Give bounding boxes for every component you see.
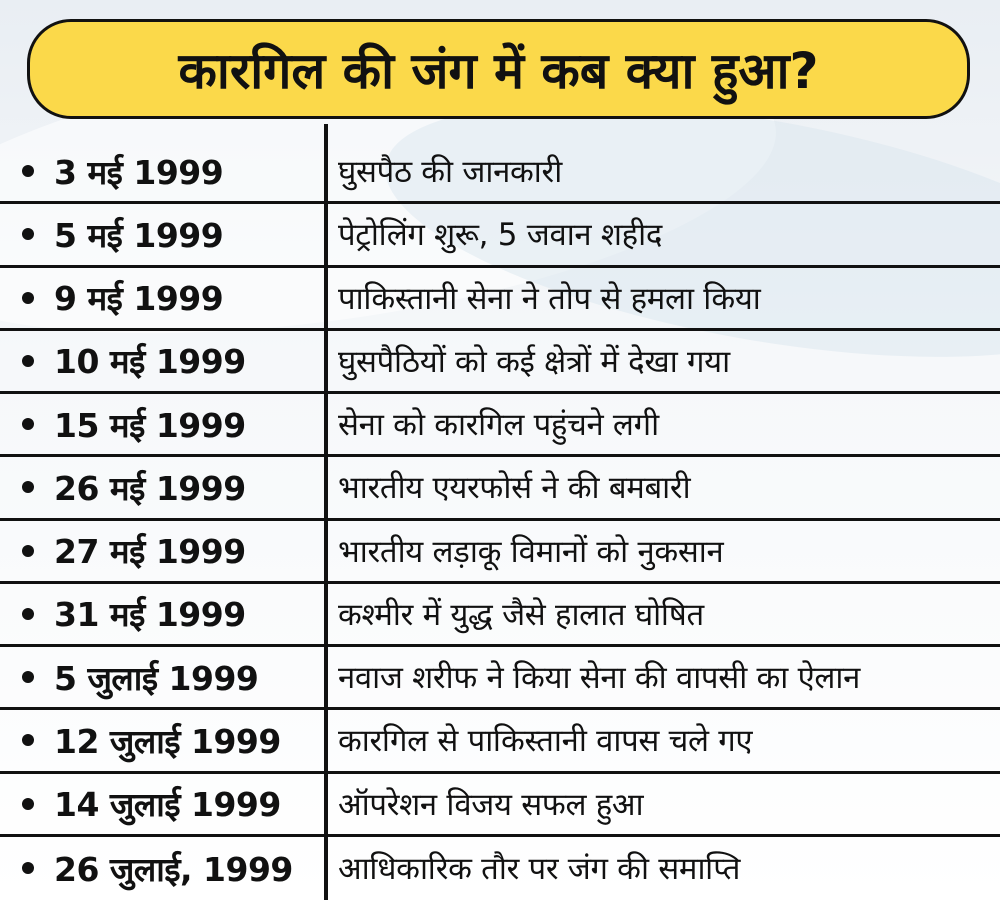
date-cell: 26 जुलाई, 1999 [0,837,326,900]
page-title: कारगिल की जंग में कब क्या हुआ? [178,42,819,100]
event-cell: भारतीय लड़ाकू विमानों को नुकसान [326,521,1000,581]
date-text: 9 मई 1999 [54,279,224,319]
title-banner: कारगिल की जंग में कब क्या हुआ? [27,19,970,119]
bullet-icon [22,544,34,557]
timeline-table: 3 मई 1999 घुसपैठ की जानकारी 5 मई 1999 पे… [0,141,1000,900]
date-cell: 15 मई 1999 [0,394,326,454]
event-cell: आधिकारिक तौर पर जंग की समाप्ति [326,837,1000,900]
event-text: पाकिस्तानी सेना ने तोप से हमला किया [338,280,761,317]
bullet-icon [22,481,34,494]
event-text: ऑपरेशन विजय सफल हुआ [338,786,644,823]
bullet-icon [22,797,34,810]
event-cell: नवाज शरीफ ने किया सेना की वापसी का ऐलान [326,647,1000,707]
date-text: 26 मई 1999 [54,468,246,508]
timeline-row: 26 मई 1999 भारतीय एयरफोर्स ने की बमबारी [0,457,1000,521]
bullet-icon [22,418,34,431]
event-text: आधिकारिक तौर पर जंग की समाप्ति [338,851,741,888]
event-cell: पेट्रोलिंग शुरू, 5 जवान शहीद [326,204,1000,264]
date-text: 5 जुलाई 1999 [54,658,259,698]
date-text: 27 मई 1999 [54,532,246,572]
event-cell: पाकिस्तानी सेना ने तोप से हमला किया [326,268,1000,328]
timeline-row: 27 मई 1999 भारतीय लड़ाकू विमानों को नुकस… [0,521,1000,584]
event-text: भारतीय लड़ाकू विमानों को नुकसान [338,533,724,570]
event-text: कश्मीर में युद्ध जैसे हालात घोषित [338,596,704,633]
timeline-row: 14 जुलाई 1999 ऑपरेशन विजय सफल हुआ [0,774,1000,837]
date-cell: 5 जुलाई 1999 [0,647,326,707]
event-cell: ऑपरेशन विजय सफल हुआ [326,774,1000,834]
event-cell: कारगिल से पाकिस्तानी वापस चले गए [326,710,1000,770]
timeline-row: 5 जुलाई 1999 नवाज शरीफ ने किया सेना की व… [0,647,1000,711]
date-cell: 31 मई 1999 [0,584,326,644]
event-text: नवाज शरीफ ने किया सेना की वापसी का ऐलान [338,660,861,697]
date-cell: 12 जुलाई 1999 [0,710,326,770]
event-cell: सेना को कारगिल पहुंचने लगी [326,394,1000,454]
date-text: 10 मई 1999 [54,342,246,382]
date-cell: 10 मई 1999 [0,331,326,391]
date-text: 15 मई 1999 [54,405,246,445]
event-text: घुसपैठियों को कई क्षेत्रों में देखा गया [338,343,730,380]
date-text: 26 जुलाई, 1999 [54,849,293,889]
bullet-icon [22,671,34,684]
event-cell: भारतीय एयरफोर्स ने की बमबारी [326,457,1000,517]
timeline-row: 9 मई 1999 पाकिस्तानी सेना ने तोप से हमला… [0,268,1000,331]
date-cell: 26 मई 1999 [0,457,326,517]
bullet-icon [22,354,34,367]
date-cell: 3 मई 1999 [0,141,326,201]
bullet-icon [22,291,34,304]
event-text: कारगिल से पाकिस्तानी वापस चले गए [338,723,753,760]
date-text: 31 मई 1999 [54,595,246,635]
timeline-row: 31 मई 1999 कश्मीर में युद्ध जैसे हालात घ… [0,584,1000,647]
bullet-icon [22,228,34,241]
event-cell: कश्मीर में युद्ध जैसे हालात घोषित [326,584,1000,644]
date-cell: 27 मई 1999 [0,521,326,581]
date-cell: 14 जुलाई 1999 [0,774,326,834]
timeline-row: 26 जुलाई, 1999 आधिकारिक तौर पर जंग की सम… [0,837,1000,900]
date-text: 14 जुलाई 1999 [54,785,281,825]
timeline-row: 15 मई 1999 सेना को कारगिल पहुंचने लगी [0,394,1000,458]
bullet-icon [22,165,34,178]
timeline-row: 5 मई 1999 पेट्रोलिंग शुरू, 5 जवान शहीद [0,204,1000,268]
date-text: 5 मई 1999 [54,215,224,255]
bullet-icon [22,734,34,747]
date-cell: 5 मई 1999 [0,204,326,264]
column-divider [324,124,328,900]
timeline-row: 10 मई 1999 घुसपैठियों को कई क्षेत्रों मे… [0,331,1000,394]
timeline-row: 12 जुलाई 1999 कारगिल से पाकिस्तानी वापस … [0,710,1000,774]
date-text: 12 जुलाई 1999 [54,721,281,761]
bullet-icon [22,607,34,620]
event-cell: घुसपैठ की जानकारी [326,141,1000,201]
date-text: 3 मई 1999 [54,152,224,192]
event-cell: घुसपैठियों को कई क्षेत्रों में देखा गया [326,331,1000,391]
timeline-row: 3 मई 1999 घुसपैठ की जानकारी [0,141,1000,205]
event-text: सेना को कारगिल पहुंचने लगी [338,407,659,444]
date-cell: 9 मई 1999 [0,268,326,328]
event-text: पेट्रोलिंग शुरू, 5 जवान शहीद [338,217,663,254]
event-text: भारतीय एयरफोर्स ने की बमबारी [338,470,691,507]
bullet-icon [22,862,34,875]
event-text: घुसपैठ की जानकारी [338,154,562,191]
